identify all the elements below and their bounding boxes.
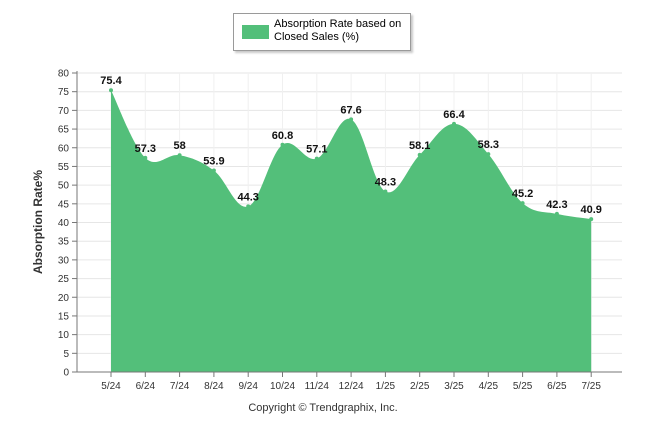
y-tick-label: 65 [58, 125, 70, 136]
data-point [383, 189, 388, 194]
x-tick-label: 8/24 [204, 381, 224, 392]
y-tick-label: 45 [58, 199, 70, 210]
data-label: 58.1 [409, 140, 430, 152]
data-point [349, 117, 354, 122]
x-tick-label: 9/24 [238, 381, 258, 392]
y-tick-label: 25 [58, 274, 70, 285]
data-point [280, 142, 285, 147]
data-point [486, 152, 491, 157]
data-label: 75.4 [100, 75, 122, 87]
data-label: 48.3 [375, 176, 396, 188]
y-tick-label: 75 [58, 87, 70, 98]
data-label: 53.9 [203, 156, 224, 168]
data-point [177, 153, 182, 158]
y-tick-label: 55 [58, 162, 70, 173]
y-tick-label: 30 [58, 255, 70, 266]
data-label: 57.3 [135, 143, 156, 155]
data-point [554, 211, 559, 216]
data-point [246, 204, 251, 209]
y-tick-label: 40 [58, 218, 70, 229]
data-point [589, 217, 594, 222]
y-axis-title: Absorption Rate% [31, 170, 45, 274]
y-tick-label: 10 [58, 330, 70, 341]
data-point [314, 156, 319, 161]
data-label: 44.3 [237, 191, 258, 203]
axes: 0 5 10 15 20 25 30 35 40 45 50 55 60 65 70 75 80 5/24 6/24… [58, 69, 622, 392]
y-tick-label: 5 [63, 349, 69, 360]
y-tick-label: 35 [58, 237, 70, 248]
legend-swatch [242, 25, 269, 39]
x-tick-label: 11/24 [305, 381, 330, 392]
data-point [109, 88, 113, 93]
x-tick-label: 1/25 [376, 381, 396, 392]
data-point [143, 155, 148, 160]
y-tick-label: 15 [58, 311, 70, 322]
data-label: 45.2 [512, 188, 533, 200]
x-tick-label: 5/25 [513, 381, 533, 392]
data-label: 60.8 [272, 130, 293, 142]
data-label: 57.1 [306, 144, 327, 156]
area-fill [111, 90, 592, 372]
copyright-footer: Copyright © Trendgraphix, Inc. [248, 402, 398, 414]
data-label: 40.9 [580, 204, 601, 216]
chart-legend: Absorption Rate based on Closed Sales (%… [233, 13, 411, 51]
data-point [211, 168, 216, 173]
data-point [520, 201, 525, 206]
y-tick-label: 0 [63, 368, 69, 379]
data-point [417, 152, 422, 157]
x-tick-label: 3/25 [444, 381, 464, 392]
legend-label: Absorption Rate based on Closed Sales (%… [274, 18, 402, 43]
x-tick-label: 12/24 [339, 381, 364, 392]
data-label: 66.4 [443, 109, 465, 121]
x-tick-label: 10/24 [270, 381, 295, 392]
x-tick-label: 6/25 [547, 381, 567, 392]
data-label: 67.6 [340, 104, 361, 116]
data-label: 58 [173, 140, 185, 152]
data-label: 58.3 [478, 139, 499, 151]
y-tick-label: 70 [58, 106, 70, 117]
data-label: 42.3 [546, 199, 567, 211]
data-point [452, 121, 456, 126]
x-tick-label: 7/24 [170, 381, 190, 392]
y-tick-label: 80 [58, 69, 70, 80]
x-tick-label: 2/25 [410, 381, 430, 392]
area-series [111, 90, 592, 372]
x-tick-label: 4/25 [479, 381, 499, 392]
data-labels: 75.4 57.3 58 53.9 44.3 60.8 57.1 67.6 48.3 58.1 66… [100, 75, 602, 222]
y-tick-label: 20 [58, 293, 70, 304]
x-tick-label: 7/25 [581, 381, 601, 392]
y-tick-label: 50 [58, 181, 70, 192]
y-tick-label: 60 [58, 143, 70, 154]
x-tick-label: 5/24 [101, 381, 121, 392]
x-tick-label: 6/24 [136, 381, 156, 392]
